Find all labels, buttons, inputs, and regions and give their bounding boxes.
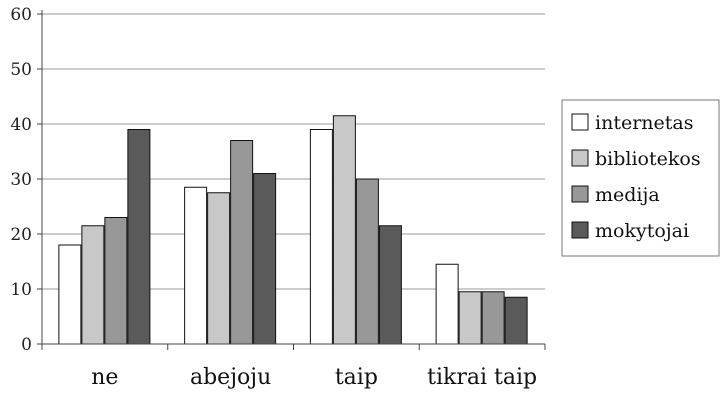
bar-internetas-ne <box>58 244 82 345</box>
x-tick-label: ne <box>91 365 118 390</box>
legend: internetas bibliotekos medija mokytojai <box>561 99 720 257</box>
bar-medija-taip <box>355 178 379 345</box>
y-tick-label: 40 <box>10 115 32 135</box>
y-tick-label: 60 <box>10 5 32 25</box>
bar-mokytojai-abejoju <box>253 173 277 345</box>
y-tick-label: 0 <box>21 335 32 355</box>
y-tick-label: 50 <box>10 60 32 80</box>
bar-internetas-abejoju <box>184 186 208 345</box>
y-tick-label: 30 <box>10 170 32 190</box>
bar-mokytojai-ne <box>127 129 151 345</box>
legend-swatch-medija <box>571 185 589 203</box>
x-tick-label: taip <box>335 365 378 390</box>
bar-mokytojai-tikrai-taip <box>504 296 528 345</box>
bar-internetas-taip <box>309 129 333 345</box>
legend-label-mokytojai: mokytojai <box>595 220 689 242</box>
x-tick-label: tikrai taip <box>427 365 537 390</box>
bar-bibliotekos-abejoju <box>207 192 231 345</box>
bars <box>58 115 528 345</box>
y-tick-labels: 0 10 20 30 40 50 60 <box>10 5 32 355</box>
legend-swatch-internetas <box>571 113 589 131</box>
bar-medija-abejoju <box>230 140 254 345</box>
bar-internetas-tikrai-taip <box>435 263 459 345</box>
x-tick-labels: ne abejoju taip tikrai taip <box>91 365 537 390</box>
x-tick-label: abejoju <box>190 365 271 390</box>
legend-swatch-bibliotekos <box>571 149 589 167</box>
bar-medija-ne <box>104 217 128 345</box>
legend-label-medija: medija <box>595 184 660 206</box>
bar-bibliotekos-tikrai-taip <box>458 291 482 345</box>
y-tick-label: 20 <box>10 225 32 245</box>
axes <box>37 10 546 350</box>
bar-mokytojai-taip <box>378 225 402 345</box>
y-tick-label: 10 <box>10 280 32 300</box>
bar-bibliotekos-ne <box>81 225 105 345</box>
legend-label-bibliotekos: bibliotekos <box>595 148 701 170</box>
legend-swatch-mokytojai <box>571 221 589 239</box>
legend-label-internetas: internetas <box>595 112 693 134</box>
bar-bibliotekos-taip <box>332 115 356 345</box>
bar-medija-tikrai-taip <box>481 291 505 345</box>
